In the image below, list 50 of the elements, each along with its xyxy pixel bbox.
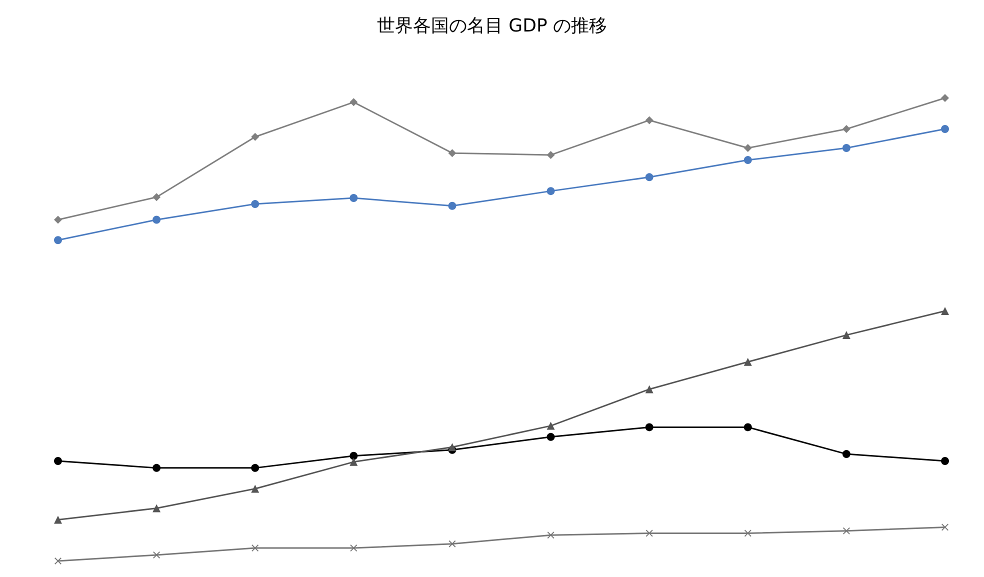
point xyxy=(448,202,456,210)
point xyxy=(350,194,358,202)
chart-title: 世界各国の名目 GDP の推移 xyxy=(376,16,608,36)
point xyxy=(54,516,62,524)
point xyxy=(251,200,260,208)
point xyxy=(350,544,358,552)
point xyxy=(941,306,949,315)
point xyxy=(547,532,554,539)
point xyxy=(645,173,654,182)
point xyxy=(54,216,62,224)
point xyxy=(942,524,948,531)
point xyxy=(54,558,62,564)
point xyxy=(941,456,949,465)
point xyxy=(350,98,358,106)
point xyxy=(152,193,161,202)
point xyxy=(252,544,259,552)
point xyxy=(842,125,850,134)
point xyxy=(350,452,358,460)
point xyxy=(842,527,850,534)
point xyxy=(54,236,62,244)
point xyxy=(941,94,949,102)
point xyxy=(744,156,752,164)
point xyxy=(842,144,850,152)
point xyxy=(744,358,752,366)
point xyxy=(350,458,358,466)
point xyxy=(152,504,161,512)
point xyxy=(842,331,850,340)
point xyxy=(744,530,752,537)
point xyxy=(448,540,456,548)
point xyxy=(546,432,555,441)
point xyxy=(448,443,456,452)
point xyxy=(941,125,949,134)
point xyxy=(251,132,260,141)
point xyxy=(842,450,850,458)
point xyxy=(152,216,161,224)
point xyxy=(546,187,555,196)
point xyxy=(645,385,654,394)
point xyxy=(744,423,752,432)
point xyxy=(744,144,752,152)
point xyxy=(546,150,555,159)
point xyxy=(646,530,653,537)
point xyxy=(251,484,260,493)
point xyxy=(251,464,260,472)
point xyxy=(448,149,456,158)
point xyxy=(546,422,555,430)
point xyxy=(152,464,161,472)
point xyxy=(153,551,160,558)
point xyxy=(645,116,654,124)
point xyxy=(54,456,62,465)
point xyxy=(645,423,654,432)
